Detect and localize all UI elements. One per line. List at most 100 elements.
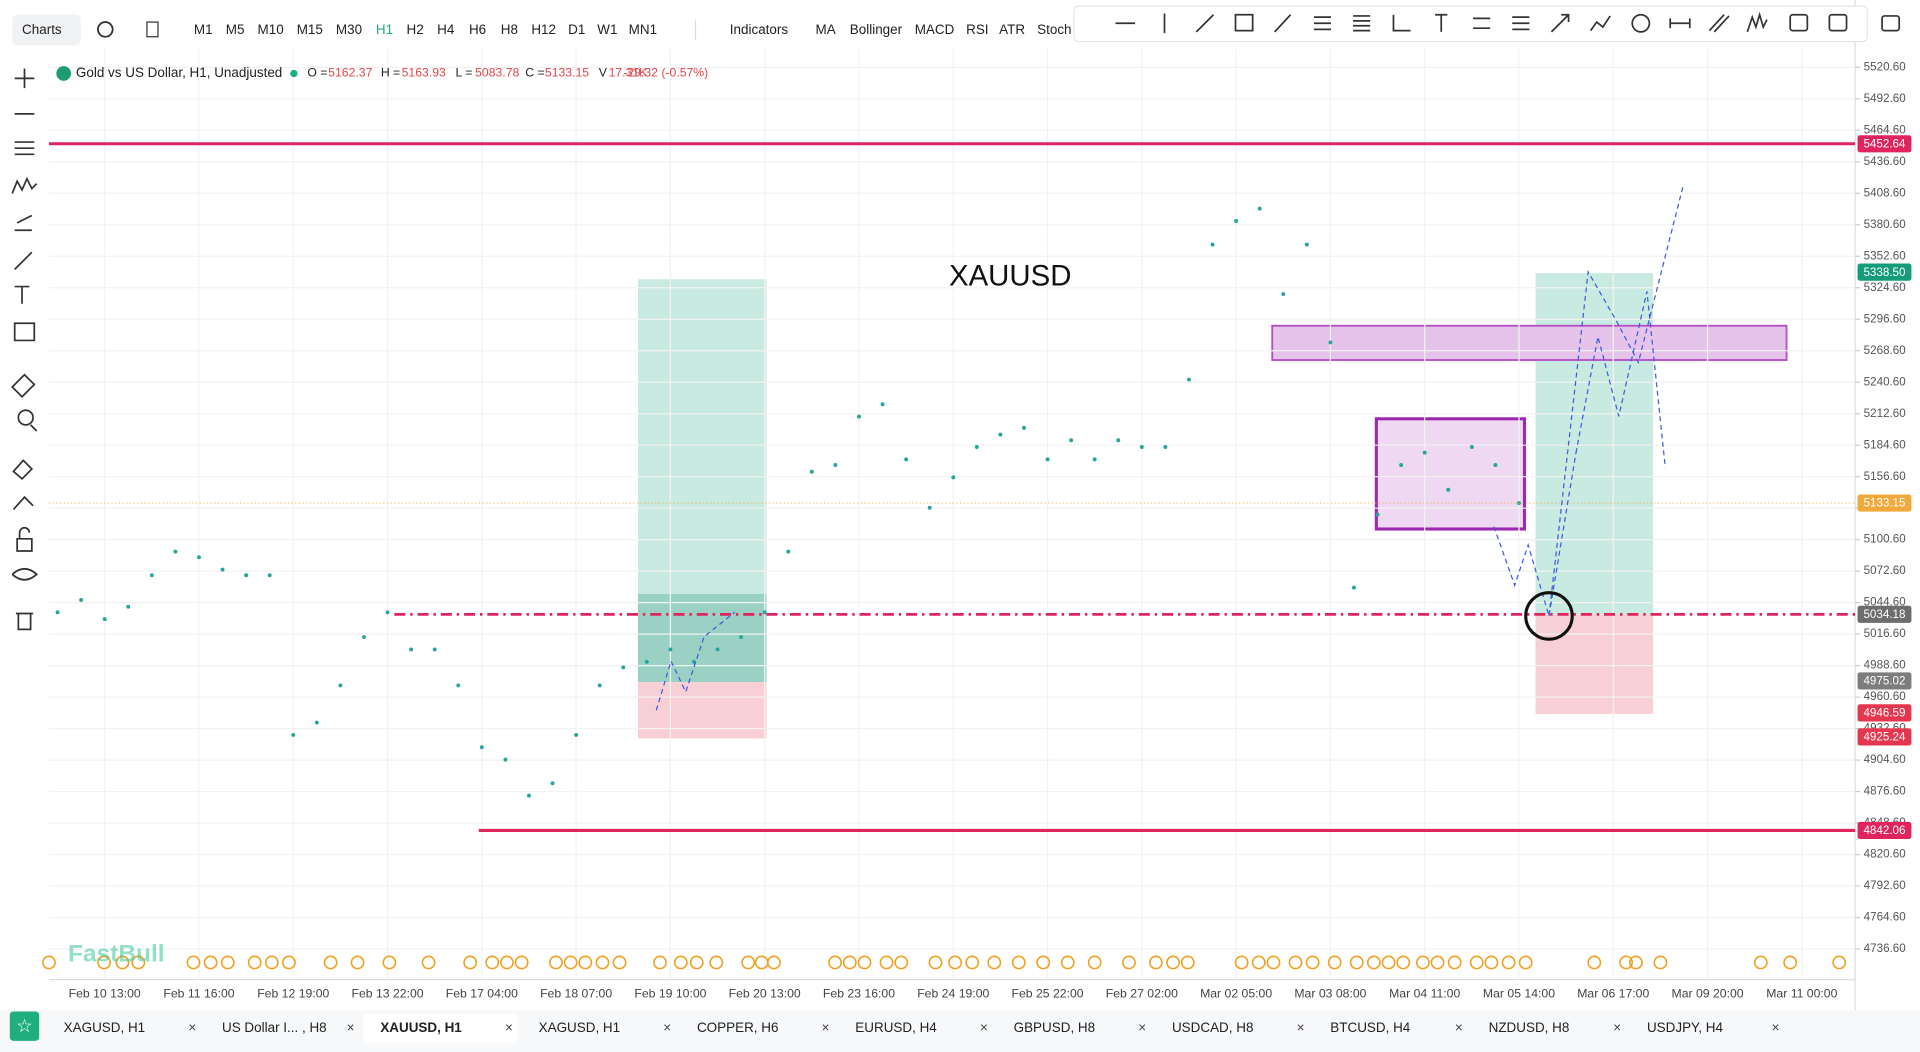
event-icon[interactable] xyxy=(1832,955,1847,970)
tool-icon[interactable] xyxy=(11,176,38,194)
event-icon[interactable] xyxy=(857,955,872,970)
tab-label[interactable]: NZDUSD, H8 xyxy=(1489,1020,1570,1035)
tab-close[interactable]: × xyxy=(822,1020,830,1035)
indicator-button[interactable]: MACD xyxy=(915,22,955,37)
timeframe[interactable]: H8 xyxy=(501,22,518,37)
tab-label[interactable]: GBPUSD, H8 xyxy=(1014,1020,1095,1035)
event-icon[interactable] xyxy=(928,955,943,970)
indicator-button[interactable]: MA xyxy=(816,22,836,37)
event-icon[interactable] xyxy=(1753,955,1768,970)
drawing-tool[interactable] xyxy=(1631,13,1651,33)
event-icon[interactable] xyxy=(131,955,146,970)
timeframe[interactable]: H12 xyxy=(531,22,556,37)
event-icon[interactable] xyxy=(673,955,688,970)
tab-label[interactable]: EURUSD, H4 xyxy=(855,1020,937,1035)
event-icon[interactable] xyxy=(1288,955,1303,970)
drawing-tool[interactable] xyxy=(1353,15,1371,32)
event-icon[interactable] xyxy=(1501,955,1516,970)
timeframe[interactable]: H4 xyxy=(437,22,455,37)
tab-close[interactable]: × xyxy=(1613,1020,1621,1035)
search-icon[interactable] xyxy=(97,21,114,38)
timeframe[interactable]: MN1 xyxy=(629,22,657,37)
event-icon[interactable] xyxy=(1327,955,1342,970)
event-icon[interactable] xyxy=(741,955,756,970)
event-icon[interactable] xyxy=(1396,955,1411,970)
indicator-button[interactable]: Bollinger xyxy=(850,22,903,37)
timeframe[interactable]: W1 xyxy=(597,22,617,37)
tab-label[interactable]: BTCUSD, H4 xyxy=(1330,1020,1411,1035)
drawing-tool[interactable] xyxy=(1669,18,1691,29)
tool-icon[interactable] xyxy=(15,612,34,631)
tab-close[interactable]: × xyxy=(980,1020,988,1035)
event-icon[interactable] xyxy=(612,955,627,970)
event-icon[interactable] xyxy=(987,955,1002,970)
event-icon[interactable] xyxy=(894,955,909,970)
event-icon[interactable] xyxy=(948,955,963,970)
event-icon[interactable] xyxy=(1166,955,1180,970)
event-icon[interactable] xyxy=(828,955,843,970)
event-icon[interactable] xyxy=(203,955,218,970)
event-icon[interactable] xyxy=(1653,955,1668,970)
tool-icon[interactable] xyxy=(14,141,35,156)
tool-icon[interactable] xyxy=(14,285,30,304)
tab-close[interactable]: × xyxy=(188,1020,196,1035)
drawing-tool[interactable] xyxy=(1746,11,1768,33)
event-icon[interactable] xyxy=(382,955,397,970)
event-icon[interactable] xyxy=(421,955,436,970)
tool-icon[interactable] xyxy=(11,567,39,581)
timeframe[interactable]: H6 xyxy=(469,22,486,37)
charts-menu-label[interactable]: Charts xyxy=(22,22,62,37)
event-icon[interactable] xyxy=(578,955,593,970)
event-icon[interactable] xyxy=(1011,955,1026,970)
favorites-button[interactable] xyxy=(9,1011,40,1041)
tab-label[interactable]: XAUUSD, H1 xyxy=(380,1020,462,1035)
tab-close[interactable]: × xyxy=(1138,1020,1146,1035)
charts-menu[interactable] xyxy=(12,14,81,46)
event-icon[interactable] xyxy=(1036,955,1051,970)
tool-icon[interactable] xyxy=(17,409,38,432)
event-icon[interactable] xyxy=(323,955,338,970)
event-icon[interactable] xyxy=(186,955,201,970)
event-icon[interactable] xyxy=(965,955,980,970)
tab-label[interactable]: XAGUSD, H1 xyxy=(539,1020,621,1035)
event-icon[interactable] xyxy=(350,955,365,970)
event-icon[interactable] xyxy=(485,955,500,970)
tab-close[interactable]: × xyxy=(347,1020,355,1035)
event-icon[interactable] xyxy=(879,955,894,970)
timeframe[interactable]: H2 xyxy=(407,22,424,37)
collapse-button[interactable] xyxy=(1881,15,1901,32)
event-icon[interactable] xyxy=(1266,955,1281,970)
event-icon[interactable] xyxy=(514,955,529,970)
event-icon[interactable] xyxy=(1415,955,1430,970)
timeframe[interactable]: M10 xyxy=(258,22,284,37)
event-icon[interactable] xyxy=(1366,955,1381,970)
event-icon[interactable] xyxy=(549,955,563,970)
event-icon[interactable] xyxy=(1447,955,1462,970)
event-icon[interactable] xyxy=(115,955,130,970)
event-icon[interactable] xyxy=(264,955,279,970)
drawing-tool[interactable] xyxy=(1828,13,1848,32)
tab-close[interactable]: × xyxy=(1455,1020,1463,1035)
event-icon[interactable] xyxy=(1783,955,1798,970)
event-icon[interactable] xyxy=(247,955,262,970)
tab-close[interactable]: × xyxy=(1772,1020,1780,1035)
event-icon[interactable] xyxy=(1484,955,1499,970)
tab-label[interactable]: USDCAD, H8 xyxy=(1172,1020,1253,1035)
event-icon[interactable] xyxy=(97,955,111,970)
tool-icon[interactable] xyxy=(14,214,33,232)
event-icon[interactable] xyxy=(1349,955,1364,970)
event-icon[interactable] xyxy=(220,955,235,970)
drawing-tool[interactable] xyxy=(1313,16,1332,31)
tool-icon[interactable] xyxy=(13,322,36,342)
drawing-tool[interactable] xyxy=(1789,13,1809,32)
drawing-tool[interactable] xyxy=(1512,16,1530,31)
tool-icon[interactable] xyxy=(11,373,36,398)
event-icon[interactable] xyxy=(1430,955,1445,970)
indicator-button[interactable]: RSI xyxy=(966,22,988,37)
event-icon[interactable] xyxy=(1180,955,1195,970)
event-icon[interactable] xyxy=(1122,955,1136,970)
event-icon[interactable] xyxy=(1234,955,1249,970)
event-icon[interactable] xyxy=(500,955,514,970)
timeframe[interactable]: M15 xyxy=(297,22,323,37)
tab-label[interactable]: USDJPY, H4 xyxy=(1647,1020,1724,1035)
